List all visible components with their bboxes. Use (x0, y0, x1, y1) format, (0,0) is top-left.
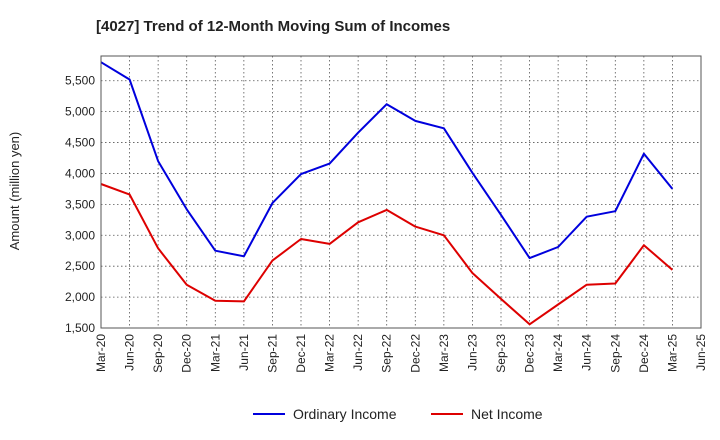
y-tick-label: 5,000 (65, 105, 95, 119)
x-tick-label: Mar-21 (208, 334, 222, 372)
y-axis-label: Amount (million yen) (7, 132, 22, 251)
plot-area-frame (100, 55, 702, 329)
legend-label: Net Income (471, 406, 543, 422)
y-axis-ticks: 1,500 2,000 2,500 3,000 3,500 4,000 4,500 5,000… (65, 74, 95, 335)
x-tick-label: Dec-22 (408, 334, 422, 373)
chart-title: [4027] Trend of 12-Month Moving Sum of I… (96, 18, 450, 35)
x-tick-label: Jun-23 (465, 334, 479, 371)
x-tick-label: Mar-24 (551, 334, 565, 372)
y-tick-label: 3,000 (65, 228, 95, 242)
x-tick-label: Jun-25 (694, 334, 708, 371)
y-tick-label: 4,000 (65, 166, 95, 180)
x-tick-label: Sep-20 (151, 334, 165, 373)
x-tick-label: Sep-23 (494, 334, 508, 373)
y-tick-label: 1,500 (65, 321, 95, 335)
series-line-net-income (100, 183, 674, 326)
x-tick-label: Dec-20 (180, 334, 194, 373)
series-line-ordinary-income (100, 61, 674, 260)
y-tick-label: 4,500 (65, 136, 95, 150)
x-tick-label: Mar-25 (665, 334, 679, 372)
x-tick-label: Jun-20 (123, 334, 137, 371)
x-tick-label: Dec-24 (637, 334, 651, 373)
x-tick-label: Mar-23 (437, 334, 451, 372)
legend-item: Ordinary Income (253, 406, 397, 422)
y-tick-label: 3,500 (65, 197, 95, 211)
legend-label: Ordinary Income (293, 406, 397, 422)
x-tick-label: Sep-22 (380, 334, 394, 373)
x-axis-ticks: Mar-20 Jun-20 Sep-20 Dec-20 Mar-21 Jun-21 Sep-… (94, 334, 708, 373)
y-tick-label: 5,500 (65, 74, 95, 88)
x-tick-label: Mar-20 (94, 334, 108, 372)
legend: Ordinary Income Net Income (253, 406, 543, 422)
y-tick-label: 2,000 (65, 290, 95, 304)
x-tick-label: Mar-22 (323, 334, 337, 372)
x-tick-label: Dec-21 (294, 334, 308, 373)
grid (101, 56, 701, 328)
x-tick-label: Jun-21 (237, 334, 251, 371)
x-tick-label: Jun-22 (351, 334, 365, 371)
x-tick-label: Sep-21 (265, 334, 279, 373)
x-tick-label: Sep-24 (608, 334, 622, 373)
legend-item: Net Income (431, 406, 543, 422)
series-lines (100, 61, 674, 326)
y-tick-label: 2,500 (65, 259, 95, 273)
x-tick-label: Jun-24 (580, 334, 594, 371)
x-tick-label: Dec-23 (523, 334, 537, 373)
